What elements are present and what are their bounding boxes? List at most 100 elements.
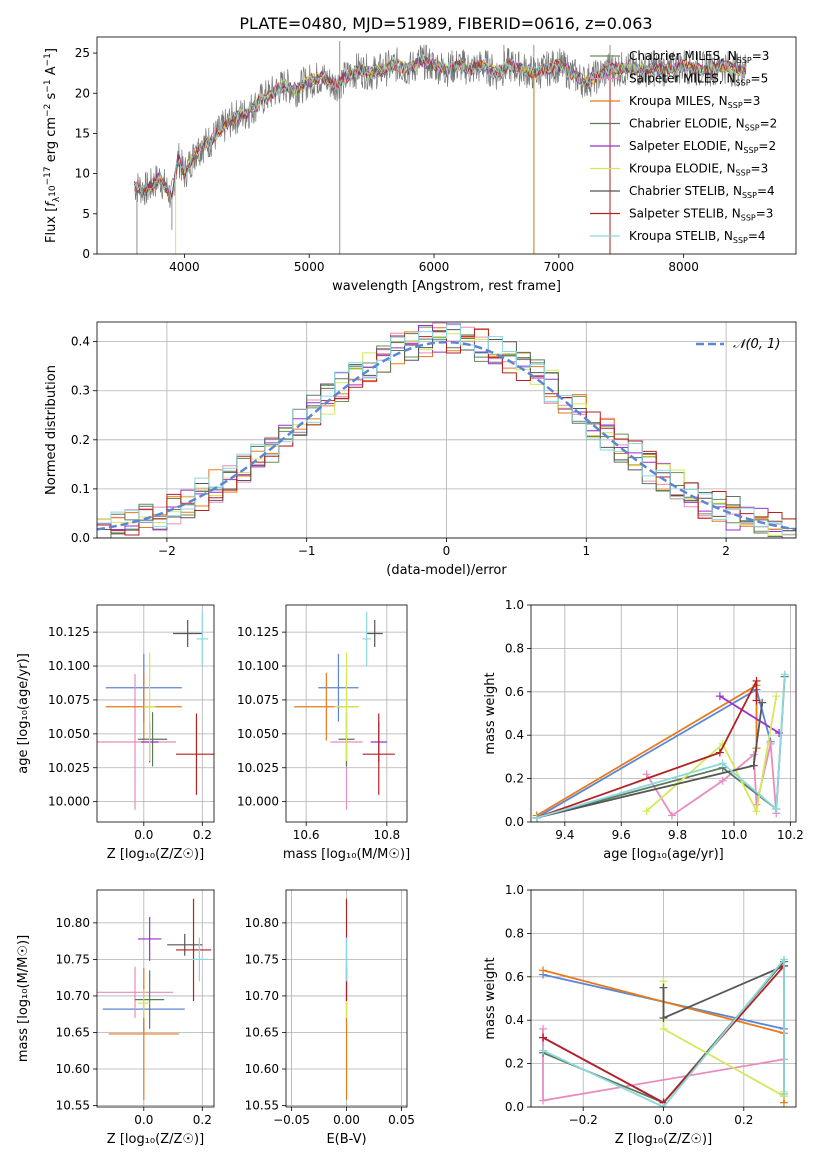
y-tick-label: 0.4 (71, 335, 90, 349)
x-tick-label: 1 (582, 544, 590, 558)
axes-frame (96, 321, 797, 539)
y-tick-label: 10.125 (237, 625, 279, 639)
y-tick-label: 0.4 (505, 1013, 524, 1027)
legend-label-gaussian: 𝒩(0, 1) (733, 337, 780, 352)
plot-area (539, 955, 788, 1107)
x-tick-label: −1 (298, 544, 316, 558)
x-axis-label: Z [log₁₀(Z/Z☉)] (107, 1132, 204, 1147)
y-tick-label: 10.75 (245, 952, 279, 966)
y-tick-label: 10.60 (245, 1062, 279, 1076)
legend-label: Kroupa MILES, NSSP=3 (629, 94, 760, 110)
x-axis-label: Z [log₁₀(Z/Z☉)] (107, 847, 204, 862)
axes-frame (285, 889, 408, 1108)
weight-line (542, 956, 785, 1107)
y-tick-label: 0.3 (71, 384, 90, 398)
y-tick-label: 10.60 (56, 1062, 90, 1076)
residuals-plot-area (97, 322, 796, 538)
y-tick-label: 0.8 (505, 926, 524, 940)
x-axis-label: mass [log₁₀(M/M☉)] (283, 847, 410, 862)
legend-label: Kroupa STELIB, NSSP=4 (629, 229, 766, 245)
legend-label: Salpeter MILES, NSSP=5 (629, 72, 768, 88)
x-tick-label: 0 (443, 544, 451, 558)
y-tick-label: 10.050 (237, 727, 279, 741)
axes-frame (530, 604, 797, 823)
y-tick-label: 10.75 (56, 952, 90, 966)
weight-line (719, 695, 780, 734)
legend-label: Salpeter STELIB, NSSP=3 (629, 207, 773, 223)
weight-line (662, 965, 785, 1020)
axes-frame (530, 889, 797, 1108)
x-tick-label: 4000 (169, 260, 200, 274)
y-tick-label: 0.4 (505, 728, 524, 742)
y-tick-label: 10.80 (245, 916, 279, 930)
y-axis-label: mass [log₁₀(M/M☉)] (16, 935, 31, 1062)
y-tick-label: 0.8 (505, 641, 524, 655)
x-tick-label: −2 (158, 544, 176, 558)
x-tick-label: 0.2 (193, 1113, 212, 1127)
y-tick-label: 10.075 (237, 693, 279, 707)
spectrum-y-label: Flux [fλ10−17 erg cm−2 s−1 A−1] (43, 48, 62, 243)
observed-spectrum (134, 44, 747, 208)
y-tick-label: 0.0 (505, 815, 524, 829)
residuals-panel: −2 −1 0 1 2 0.0 0.1 0.2 0.3 0.4 (data-model)/error… (44, 321, 797, 578)
y-tick-label: 0.2 (71, 433, 90, 447)
y-tick-label: 10.050 (48, 727, 90, 741)
y-tick-label: 10.65 (245, 1025, 279, 1039)
x-tick-label: 0.2 (734, 1113, 753, 1127)
age-vs-Z-panel: 0.0 0.2 10.000 10.025 10.050 10.075 10.100 10.1… (16, 604, 215, 862)
weight-vs-Z-panel: −0.2 0.0 0.2 0.0 0.2 0.4 0.6 0.8 1.0 Z [log₁₀(Z/Z… (483, 883, 797, 1147)
weight-line (536, 683, 758, 817)
y-tick-label: 5 (82, 207, 90, 221)
gaussian-curve (97, 340, 796, 531)
y-tick-label: 10.100 (237, 659, 279, 673)
weight-line (662, 981, 785, 1098)
weight-line (536, 688, 772, 819)
y-tick-label: 0.6 (505, 685, 524, 699)
y-tick-label: 1.0 (505, 883, 524, 897)
x-tick-label: 10.2 (777, 828, 804, 842)
legend-label: Chabrier MILES, NSSP=3 (629, 49, 769, 65)
y-tick-label: 10.025 (48, 761, 90, 775)
legend-label: Salpeter ELODIE, NSSP=2 (629, 139, 776, 155)
y-tick-label: 10 (75, 167, 90, 181)
plot-area (97, 898, 212, 1100)
y-tick-label: 0.2 (505, 772, 524, 786)
y-tick-label: 25 (75, 46, 90, 60)
x-tick-label: −0.2 (569, 1113, 598, 1127)
y-axis-label: mass weight (483, 957, 498, 1039)
y-tick-label: 20 (75, 86, 90, 100)
plot-area (532, 670, 789, 822)
x-tick-label: 8000 (668, 260, 699, 274)
weight-line (536, 680, 758, 819)
y-tick-label: 0.1 (71, 482, 90, 496)
x-axis-label: E(B-V) (326, 1132, 366, 1147)
x-tick-label: 0.0 (134, 1113, 153, 1127)
y-axis-label: age [log₁₀(age/yr)] (16, 653, 31, 774)
y-tick-label: 10.70 (56, 989, 90, 1003)
y-tick-label: 10.55 (245, 1099, 279, 1113)
legend-label: Chabrier STELIB, NSSP=4 (629, 184, 775, 200)
y-tick-label: 1.0 (505, 598, 524, 612)
plot-area (97, 611, 214, 810)
axes-frame (285, 604, 408, 823)
residuals-y-label: Normed distribution (44, 365, 59, 495)
figure-title: PLATE=0480, MJD=51989, FIBERID=0616, z=0… (239, 14, 652, 33)
y-tick-label: 10.000 (237, 795, 279, 809)
x-tick-label: 0.2 (193, 828, 212, 842)
x-tick-label: 2 (722, 544, 730, 558)
weight-vs-age-panel: 9.4 9.6 9.8 10.0 10.2 0.0 0.2 0.4 0.6 0.8 1.0 age [… (483, 598, 804, 862)
axes-frame (96, 604, 215, 823)
x-tick-label: 5000 (294, 260, 325, 274)
y-tick-label: 10.125 (48, 625, 90, 639)
y-tick-label: 10.55 (56, 1099, 90, 1113)
legend-label: Chabrier ELODIE, NSSP=2 (629, 117, 777, 133)
spectrum-plot-area (134, 41, 747, 254)
y-tick-label: 15 (75, 126, 90, 140)
x-tick-label: 9.6 (612, 828, 631, 842)
axes-frame (96, 889, 215, 1108)
y-tick-label: 0.0 (71, 531, 90, 545)
spectrum-legend: Chabrier MILES, NSSP=3 Salpeter MILES, NS… (590, 49, 777, 245)
x-tick-label: 0.05 (388, 1113, 415, 1127)
x-axis-label: age [log₁₀(age/yr)] (603, 847, 724, 862)
